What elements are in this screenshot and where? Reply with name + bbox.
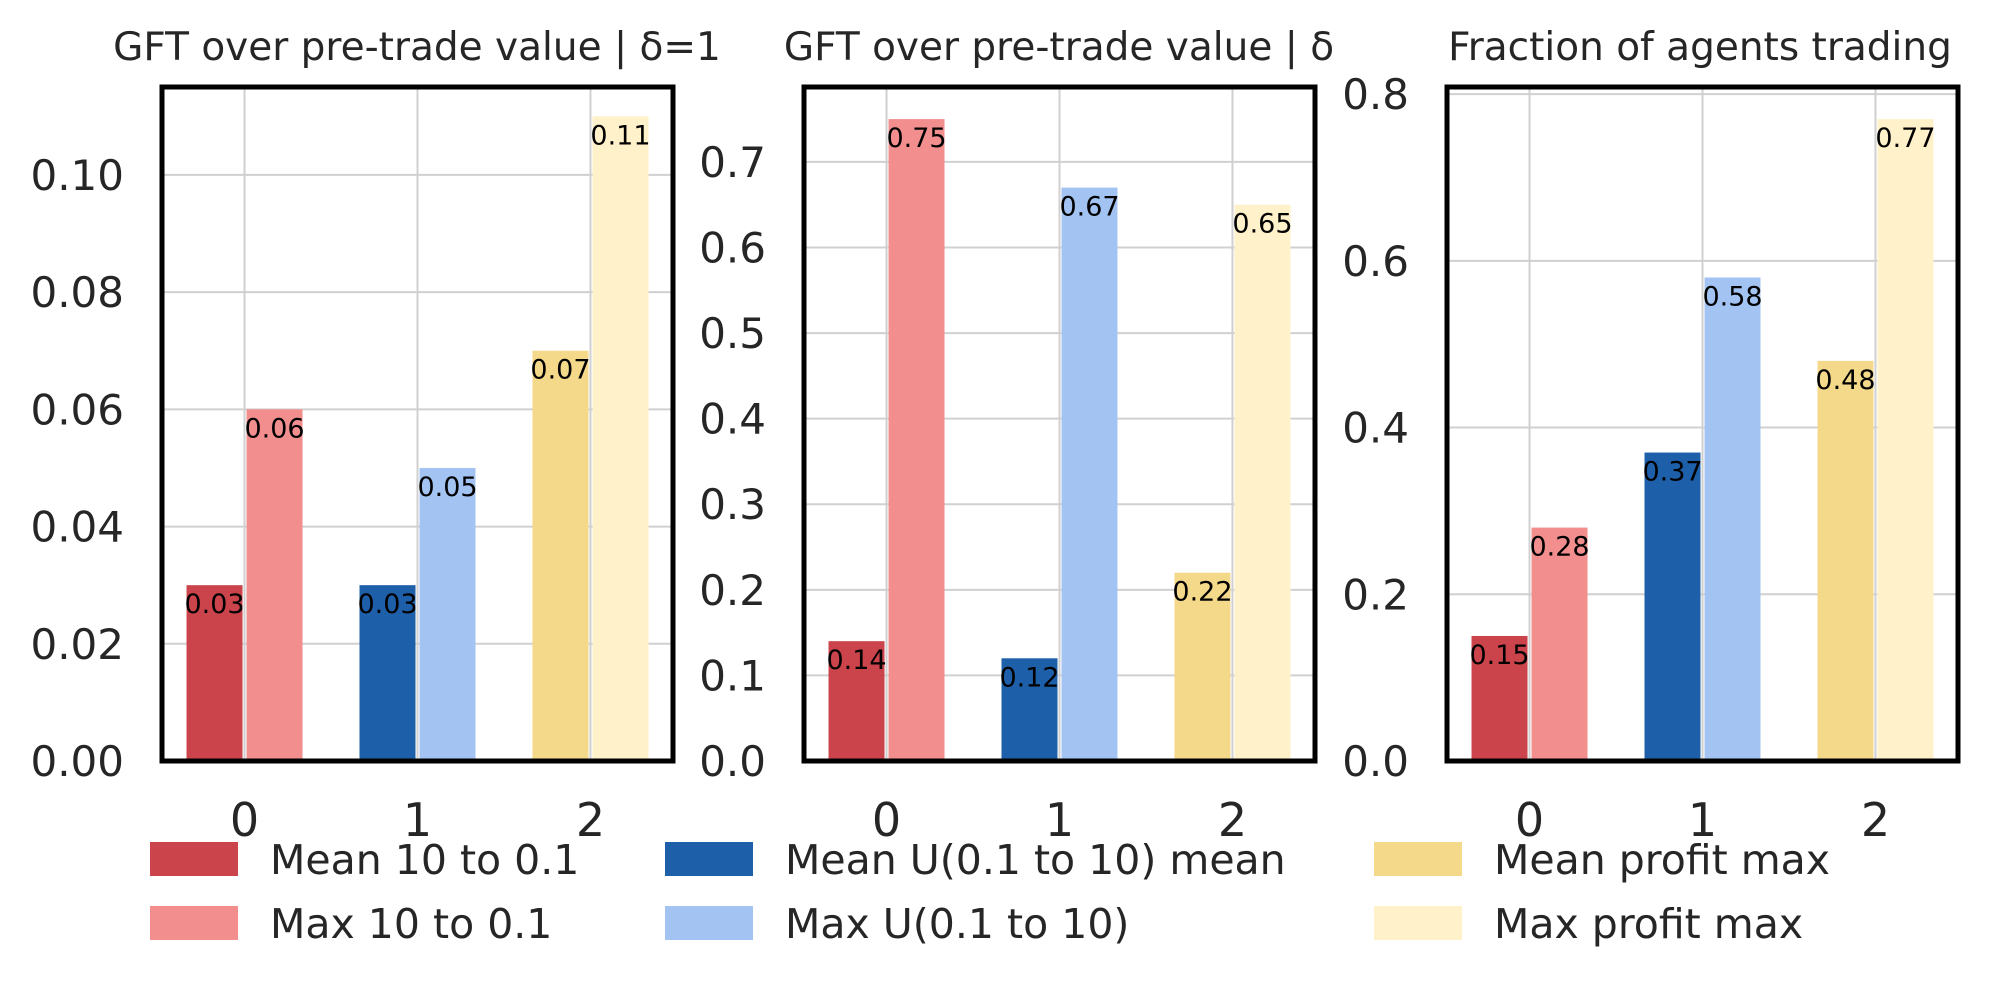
bar-max-u-0-1-to-10--cat-1 [1061, 187, 1118, 762]
bar-max-profit-max-cat-2 [1234, 204, 1291, 761]
data-label: 0.12 [999, 662, 1059, 693]
data-label: 0.15 [1469, 640, 1529, 671]
y-tick-label: 0.1 [699, 651, 766, 700]
bar-max-10-to-0-1-cat-0 [1531, 527, 1588, 761]
data-label: 0.05 [417, 472, 477, 503]
y-tick-label: 0.0 [1342, 737, 1409, 786]
x-tick-label: 0 [872, 793, 901, 847]
legend-label: Max 10 to 0.1 [270, 900, 552, 948]
y-tick-label: 0.04 [30, 503, 124, 552]
legend-item: Max U(0.1 to 10) [665, 900, 1129, 948]
x-tick-label: 1 [1045, 793, 1074, 847]
legend-item: Mean profit max [1374, 836, 1830, 884]
y-tick-label: 0.10 [30, 151, 124, 200]
plot-frame [801, 84, 1318, 764]
y-tick-label: 0.4 [1342, 404, 1409, 453]
data-label: 0.07 [530, 355, 590, 386]
y-tick-label: 0.6 [1342, 237, 1409, 286]
legend-item: Mean 10 to 0.1 [150, 836, 579, 884]
legend-swatch [150, 906, 238, 940]
y-tick-label: 0.7 [699, 138, 766, 187]
data-label: 0.03 [357, 589, 417, 620]
bar-max-u-0-1-to-10--cat-1 [1704, 277, 1761, 761]
y-tick-label: 0.3 [699, 480, 766, 529]
legend-swatch [150, 842, 238, 876]
chart-title: GFT over pre-trade value | δ=1 [113, 25, 721, 70]
legend-item: Max 10 to 0.1 [150, 900, 552, 948]
bar-mean-u-0-1-to-10-mean-cat-1 [1644, 452, 1701, 761]
data-label: 0.14 [826, 645, 886, 676]
chart-title: GFT over pre-trade value | δ [784, 25, 1334, 70]
legend-swatch [1374, 842, 1462, 876]
x-tick-label: 2 [576, 793, 605, 847]
data-label: 0.22 [1172, 577, 1232, 608]
bar-mean-10-to-0-1-cat-0 [186, 585, 243, 761]
legend-label: Max U(0.1 to 10) [785, 900, 1129, 948]
bar-max-profit-max-cat-2 [1877, 119, 1934, 762]
bar-mean-10-to-0-1-cat-0 [828, 641, 885, 761]
bar-max-10-to-0-1-cat-0 [246, 409, 303, 761]
plot-frame [1444, 84, 1961, 764]
data-label: 0.11 [590, 120, 650, 151]
y-tick-label: 0.02 [30, 620, 124, 669]
bar-max-u-0-1-to-10--cat-1 [419, 467, 476, 761]
y-tick-label: 0.4 [699, 395, 766, 444]
y-tick-label: 0.6 [699, 223, 766, 272]
x-tick-label: 0 [1515, 793, 1544, 847]
data-label: 0.58 [1702, 281, 1762, 312]
data-label: 0.65 [1232, 209, 1292, 240]
y-tick-label: 0.2 [699, 566, 766, 615]
chart-title: Fraction of agents trading [1448, 25, 1952, 70]
legend-item: Mean U(0.1 to 10) mean [665, 836, 1286, 884]
y-tick-label: 0.0 [699, 737, 766, 786]
bar-mean-profit-max-cat-2 [1817, 360, 1874, 761]
y-tick-label: 0.5 [699, 309, 766, 358]
y-tick-label: 0.8 [1342, 70, 1409, 119]
data-label: 0.77 [1875, 123, 1935, 154]
legend-swatch [1374, 906, 1462, 940]
x-tick-label: 0 [230, 793, 259, 847]
x-tick-label: 2 [1218, 793, 1247, 847]
y-tick-label: 0.08 [30, 268, 124, 317]
x-tick-label: 1 [1688, 793, 1717, 847]
legend-label: Max profit max [1494, 900, 1803, 948]
chart-panel-2: 0.14 0.75 0.12 0.67 0.22 0.65 0.0 0.1 0.2 0.3 0.4 0… [699, 25, 1334, 847]
x-tick-label: 1 [403, 793, 432, 847]
legend-label: Mean profit max [1494, 836, 1830, 884]
y-tick-label: 0.06 [30, 385, 124, 434]
bar-mean-10-to-0-1-cat-0 [1471, 635, 1528, 761]
bar-mean-u-0-1-to-10-mean-cat-1 [1001, 658, 1058, 761]
chart-panel-3: 0.15 0.28 0.37 0.58 0.48 0.77 0.0 0.2 0.4 0.6 0.8 0… [1342, 25, 1961, 847]
y-tick-label: 0.00 [30, 737, 124, 786]
legend-label: Mean 10 to 0.1 [270, 836, 579, 884]
data-label: 0.75 [886, 123, 946, 154]
bar-mean-profit-max-cat-2 [1174, 572, 1231, 761]
data-label: 0.06 [244, 413, 304, 444]
chart-panel-1: 0.03 0.06 0.03 0.05 0.07 0.11 0.00 0.02 0.04 0.06… [30, 25, 720, 847]
bar-max-10-to-0-1-cat-0 [888, 119, 945, 762]
data-label: 0.03 [184, 589, 244, 620]
legend-swatch [665, 842, 753, 876]
legend-swatch [665, 906, 753, 940]
plot-frame [159, 84, 676, 764]
legend: Mean 10 to 0.1 Max 10 to 0.1 Mean U(0.1 to… [150, 836, 1830, 948]
bar-mean-profit-max-cat-2 [532, 350, 589, 761]
data-label: 0.48 [1815, 365, 1875, 396]
legend-item: Max profit max [1374, 900, 1803, 948]
bar-max-profit-max-cat-2 [592, 116, 649, 762]
x-tick-label: 2 [1861, 793, 1890, 847]
data-label: 0.67 [1059, 192, 1119, 223]
data-label: 0.37 [1642, 457, 1702, 488]
y-tick-label: 0.2 [1342, 570, 1409, 619]
bar-mean-u-0-1-to-10-mean-cat-1 [359, 585, 416, 761]
legend-label: Mean U(0.1 to 10) mean [785, 836, 1286, 884]
data-label: 0.28 [1529, 532, 1589, 563]
